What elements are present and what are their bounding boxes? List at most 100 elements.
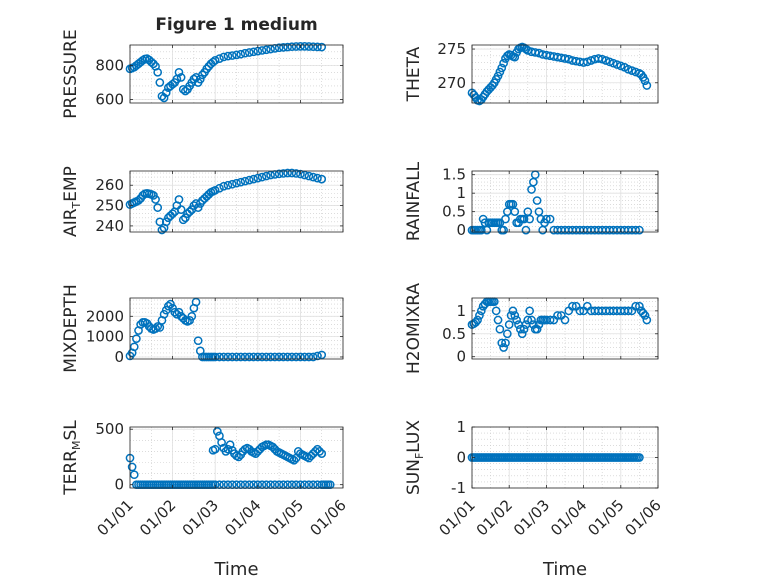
data-point: [210, 56, 220, 65]
y-tick-label: 800: [95, 56, 124, 74]
data-point: [215, 54, 224, 63]
data-point: [499, 343, 508, 352]
y-axis-label: H2OMIXRA: [404, 283, 424, 374]
data-point: [223, 444, 233, 454]
data-point: [493, 315, 503, 325]
data-point: [279, 169, 288, 178]
data-point: [151, 195, 160, 204]
data-point: [223, 180, 233, 190]
axes-box: [129, 44, 344, 104]
data-point: [317, 350, 327, 360]
y-tick-label: 0: [114, 348, 124, 366]
data-point: [174, 67, 184, 77]
y-tick-label: 1: [456, 184, 466, 202]
data-point: [261, 352, 271, 362]
data-point: [227, 179, 237, 189]
data-point: [208, 57, 218, 67]
data-point: [473, 315, 482, 325]
data-point: [253, 173, 263, 183]
data-point: [291, 352, 301, 362]
y-tick-label: 0.5: [442, 203, 466, 221]
subplot-4: 00.511.5 RAINFALL: [404, 161, 659, 241]
data-point: [181, 86, 190, 96]
data-point: [253, 352, 263, 362]
data-point: [178, 85, 188, 94]
data-point: [274, 43, 284, 53]
data-point: [501, 338, 510, 348]
data-point: [155, 217, 165, 227]
data-point: [170, 307, 180, 317]
x-tick-label: 01/03: [510, 496, 553, 539]
y-tick-label: 1000: [86, 328, 124, 346]
data-point: [225, 440, 235, 450]
data-point: [185, 207, 194, 217]
y-tick-label: 1: [456, 418, 466, 436]
data-point: [212, 427, 222, 436]
data-point: [315, 447, 324, 456]
data-point: [506, 311, 516, 320]
data-point: [510, 311, 520, 320]
data-point: [257, 352, 267, 362]
data-point: [517, 329, 527, 339]
axes-box: [471, 297, 659, 360]
data-point: [575, 306, 585, 316]
data-point: [232, 178, 241, 188]
data-point: [491, 306, 501, 316]
data-point: [168, 209, 177, 219]
data-point: [638, 308, 648, 318]
data-point: [132, 334, 141, 344]
data-point: [499, 58, 508, 68]
data-point: [223, 51, 233, 61]
data-point: [217, 438, 226, 447]
data-point: [287, 352, 297, 362]
data-point: [308, 172, 318, 182]
data-point: [510, 207, 520, 217]
data-point: [266, 352, 275, 362]
x-tick-label: 01/06: [307, 496, 350, 539]
x-tick-label: 01/02: [473, 496, 516, 539]
subplot-2: 270 275 THETA: [404, 40, 659, 106]
data-point: [631, 301, 641, 311]
data-point: [642, 315, 652, 325]
data-point: [168, 79, 177, 89]
data-point: [508, 306, 518, 316]
data-point: [623, 306, 633, 316]
axes-box: [129, 297, 344, 360]
data-point: [244, 352, 254, 362]
data-point: [240, 352, 250, 362]
axes-box: [471, 44, 659, 104]
subplot-7: 0 500 TERRMSL 01/01 01/02 01/03 01/04 01/05 01/0…: [61, 420, 350, 580]
x-tick-label: 01/04: [221, 496, 264, 539]
data-point: [215, 183, 224, 193]
data-point: [176, 73, 186, 82]
figure-title: Figure 1 medium: [155, 15, 317, 35]
data-point: [279, 352, 288, 362]
data-point: [234, 452, 243, 462]
data-point: [249, 352, 258, 362]
data-point: [532, 196, 542, 205]
data-point: [157, 225, 167, 235]
data-point: [304, 352, 314, 362]
data-point: [193, 336, 203, 346]
data-point: [153, 67, 163, 77]
data-point: [317, 449, 327, 458]
data-point: [244, 48, 254, 57]
data-point: [178, 215, 188, 225]
data-point: [525, 306, 535, 316]
x-tick-label: 01/04: [547, 496, 590, 539]
data-point: [308, 42, 318, 52]
x-tick-label: 01/05: [264, 496, 307, 539]
data-point: [289, 455, 299, 465]
x-axis-label: Time: [542, 559, 587, 580]
axes-box: [471, 170, 659, 233]
data-point: [187, 311, 197, 321]
data-point: [283, 42, 292, 52]
data-point: [270, 352, 280, 362]
data-point: [210, 185, 220, 195]
data-point: [499, 225, 508, 235]
data-point: [313, 42, 322, 52]
subplot-3: 240 250 260 AIRTEMP: [61, 166, 344, 237]
data-point: [215, 352, 224, 362]
data-point: [476, 306, 486, 316]
data-point: [296, 169, 305, 179]
